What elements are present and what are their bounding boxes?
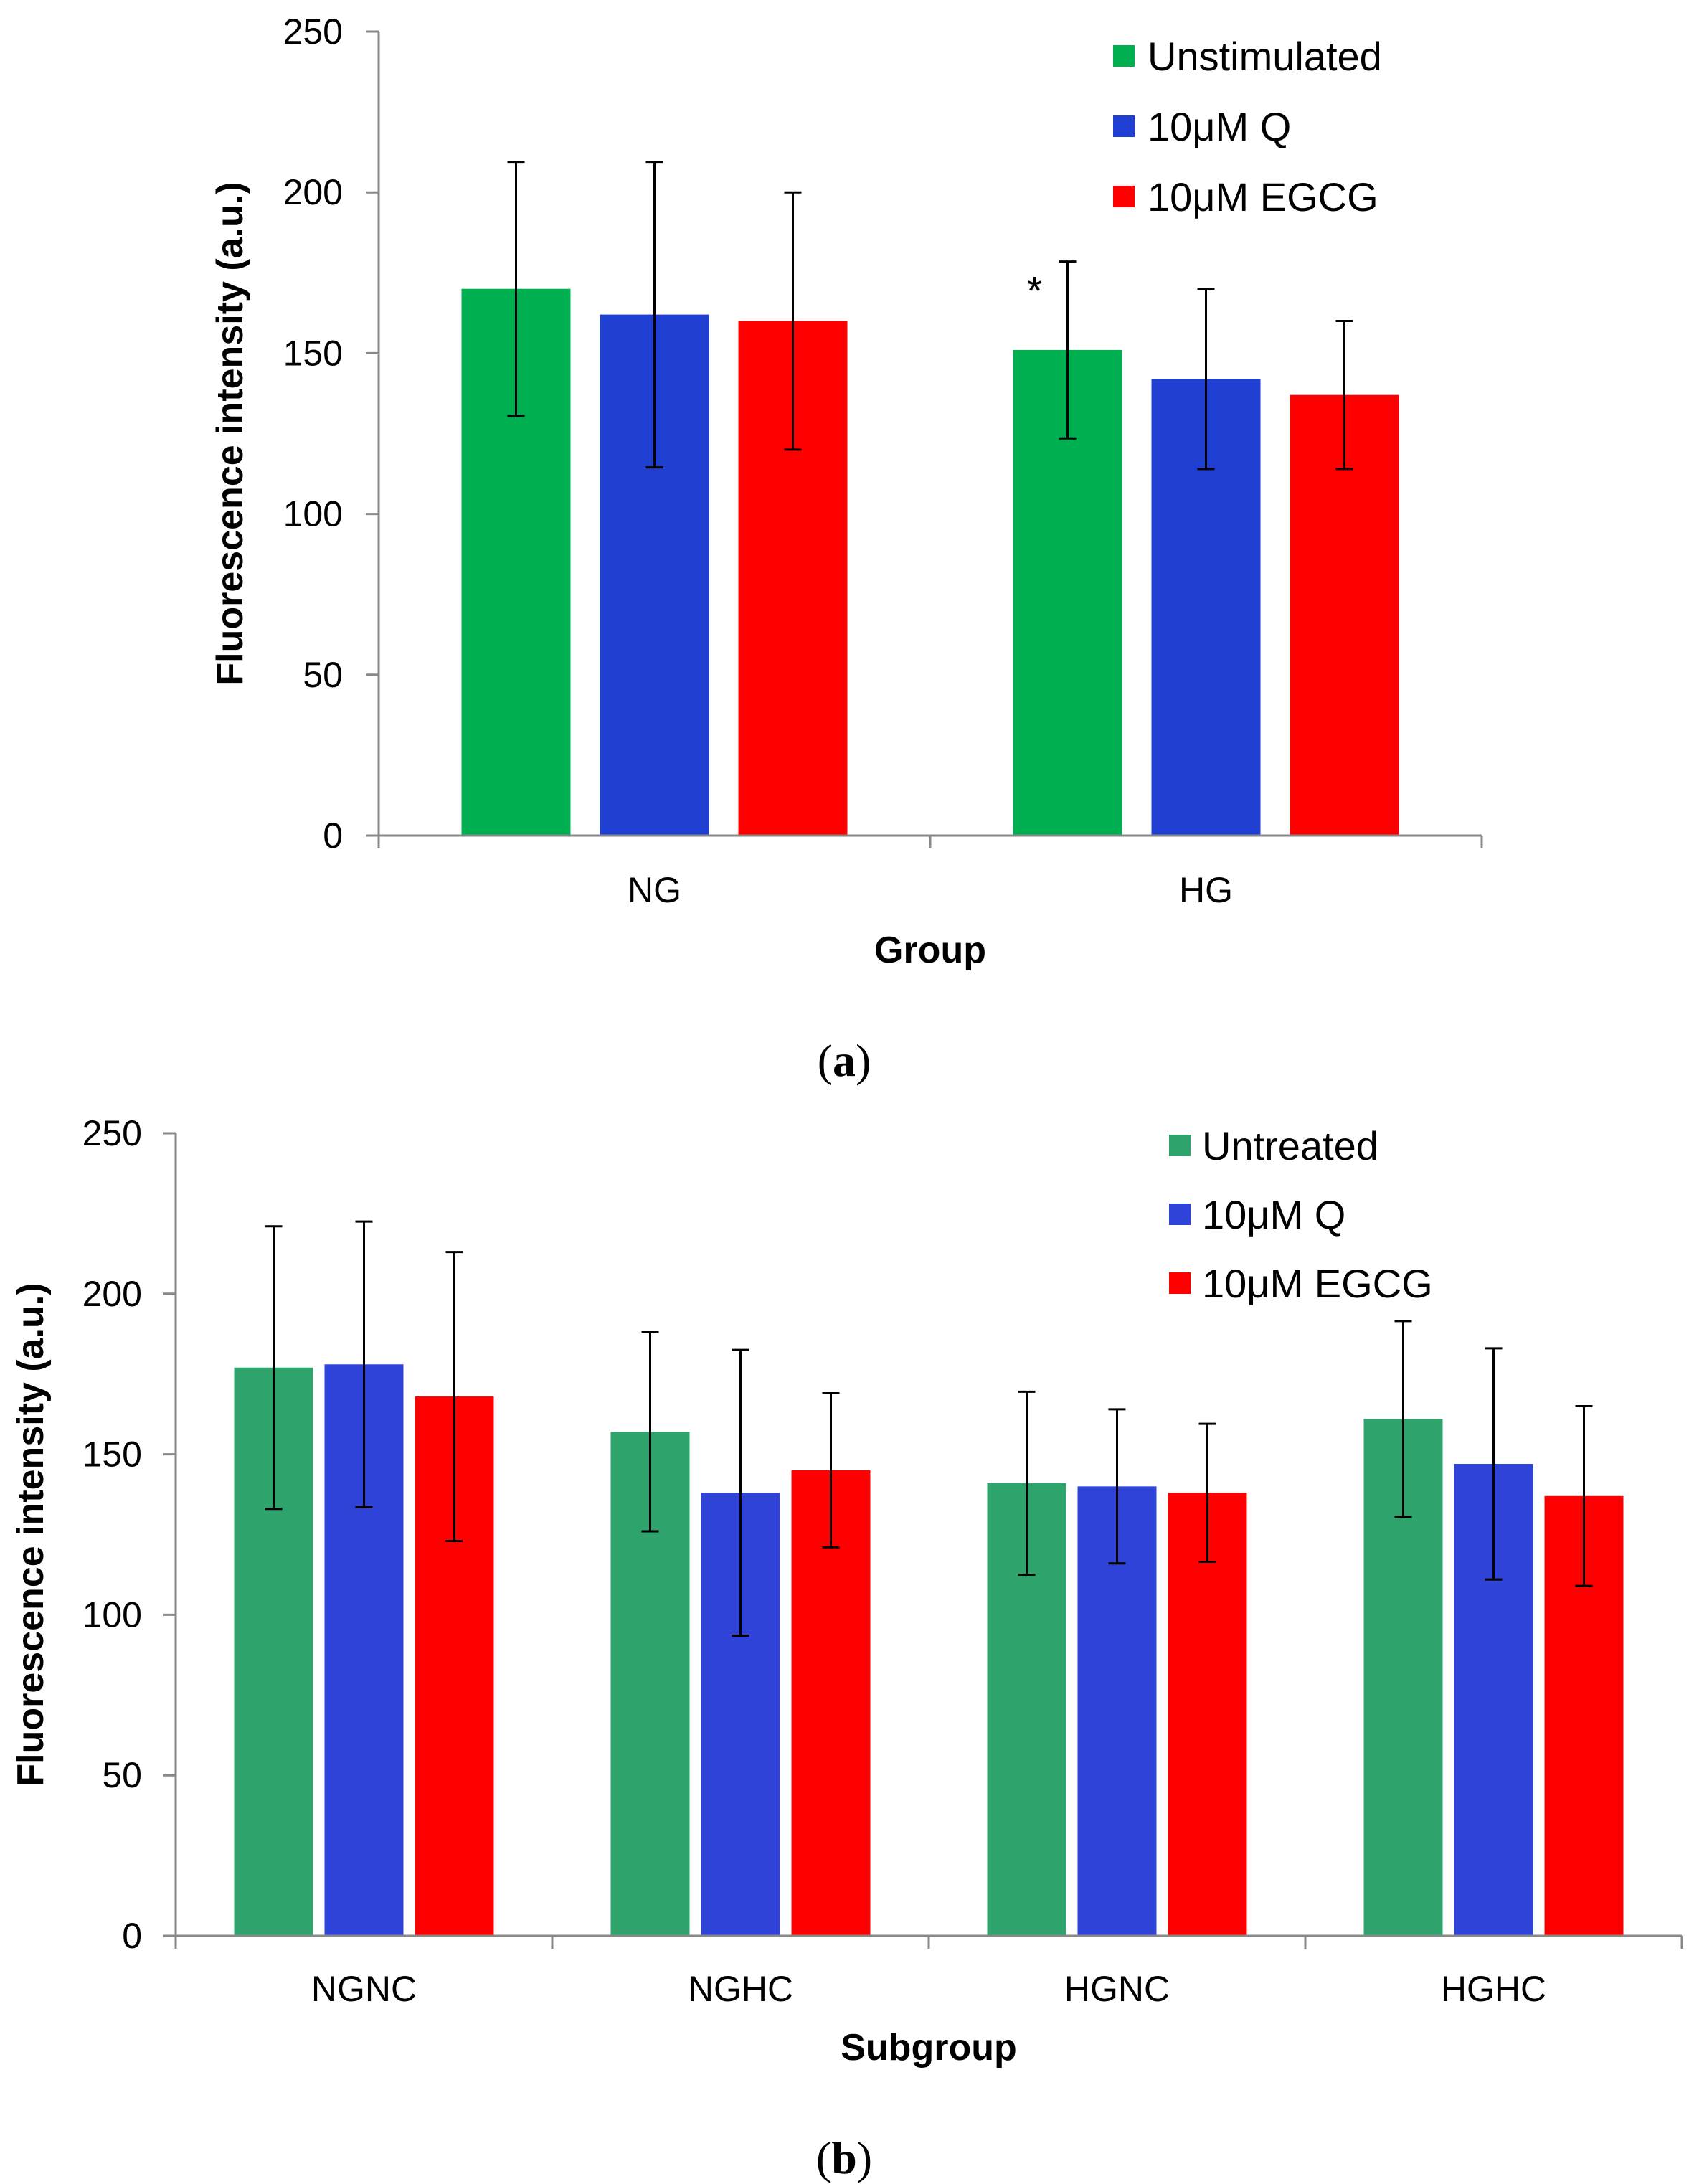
legend-swatch-10-m-egcg: [1113, 186, 1135, 207]
y-tick-label-200: 200: [82, 1274, 142, 1314]
chart-b: 0 50 100 150 200 250 NGNC NGHC HGNC HGHC Subgroup F…: [10, 1113, 1683, 2069]
panel-label-b: (b): [816, 2132, 872, 2183]
x-axis-title: Subgroup: [841, 2027, 1017, 2069]
significance-marker: *: [1027, 268, 1043, 313]
legend-label-10-m-egcg: 10μM EGCG: [1202, 1261, 1433, 1306]
legend-label-10-m-q: 10μM Q: [1148, 104, 1291, 149]
panel-label-a: (a): [818, 1035, 871, 1086]
y-tick-label-150: 150: [283, 333, 343, 373]
legend-label-untreated: Untreated: [1202, 1123, 1378, 1168]
y-tick-label-50: 50: [303, 655, 343, 695]
y-axis-title: Fluorescence intensity (a.u.): [209, 181, 251, 685]
x-tick-label-nghc: NGHC: [688, 1969, 793, 2009]
x-tick-label-hghc: HGHC: [1441, 1969, 1546, 2009]
bar-10-m-egcg-hgnc: [1168, 1493, 1247, 1936]
y-tick-label-100: 100: [283, 494, 343, 534]
y-tick-label-100: 100: [82, 1594, 142, 1635]
x-tick-label-hgnc: HGNC: [1064, 1969, 1170, 2009]
legend-swatch-10-m-q: [1169, 1204, 1191, 1225]
y-axis-title: Fluorescence intensity (a.u.): [10, 1282, 52, 1786]
y-tick-label-0: 0: [122, 1916, 142, 1956]
chart-a: * 0 50 100 150 200 250 NG HG Group Fluorescence in…: [209, 11, 1483, 971]
legend-label-10-m-egcg: 10μM EGCG: [1148, 174, 1378, 219]
y-tick-label-150: 150: [82, 1434, 142, 1475]
legend-swatch-10-m-egcg: [1169, 1272, 1191, 1294]
y-tick-label-250: 250: [82, 1113, 142, 1153]
y-tick-label-50: 50: [102, 1755, 142, 1795]
legend-swatch-unstimulated: [1113, 45, 1135, 67]
y-tick-label-0: 0: [323, 816, 343, 856]
legend-swatch-10-m-q: [1113, 115, 1135, 137]
x-tick-label-ngnc: NGNC: [311, 1969, 417, 2009]
legend-label-10-m-q: 10μM Q: [1202, 1192, 1345, 1237]
legend-swatch-untreated: [1169, 1135, 1191, 1156]
x-tick-label-hg: HG: [1179, 870, 1233, 910]
x-axis-title: Group: [874, 930, 986, 971]
x-tick-label-ng: NG: [628, 870, 681, 910]
y-tick-label-250: 250: [283, 11, 343, 52]
y-tick-label-200: 200: [283, 172, 343, 212]
legend-label-unstimulated: Unstimulated: [1148, 34, 1382, 79]
